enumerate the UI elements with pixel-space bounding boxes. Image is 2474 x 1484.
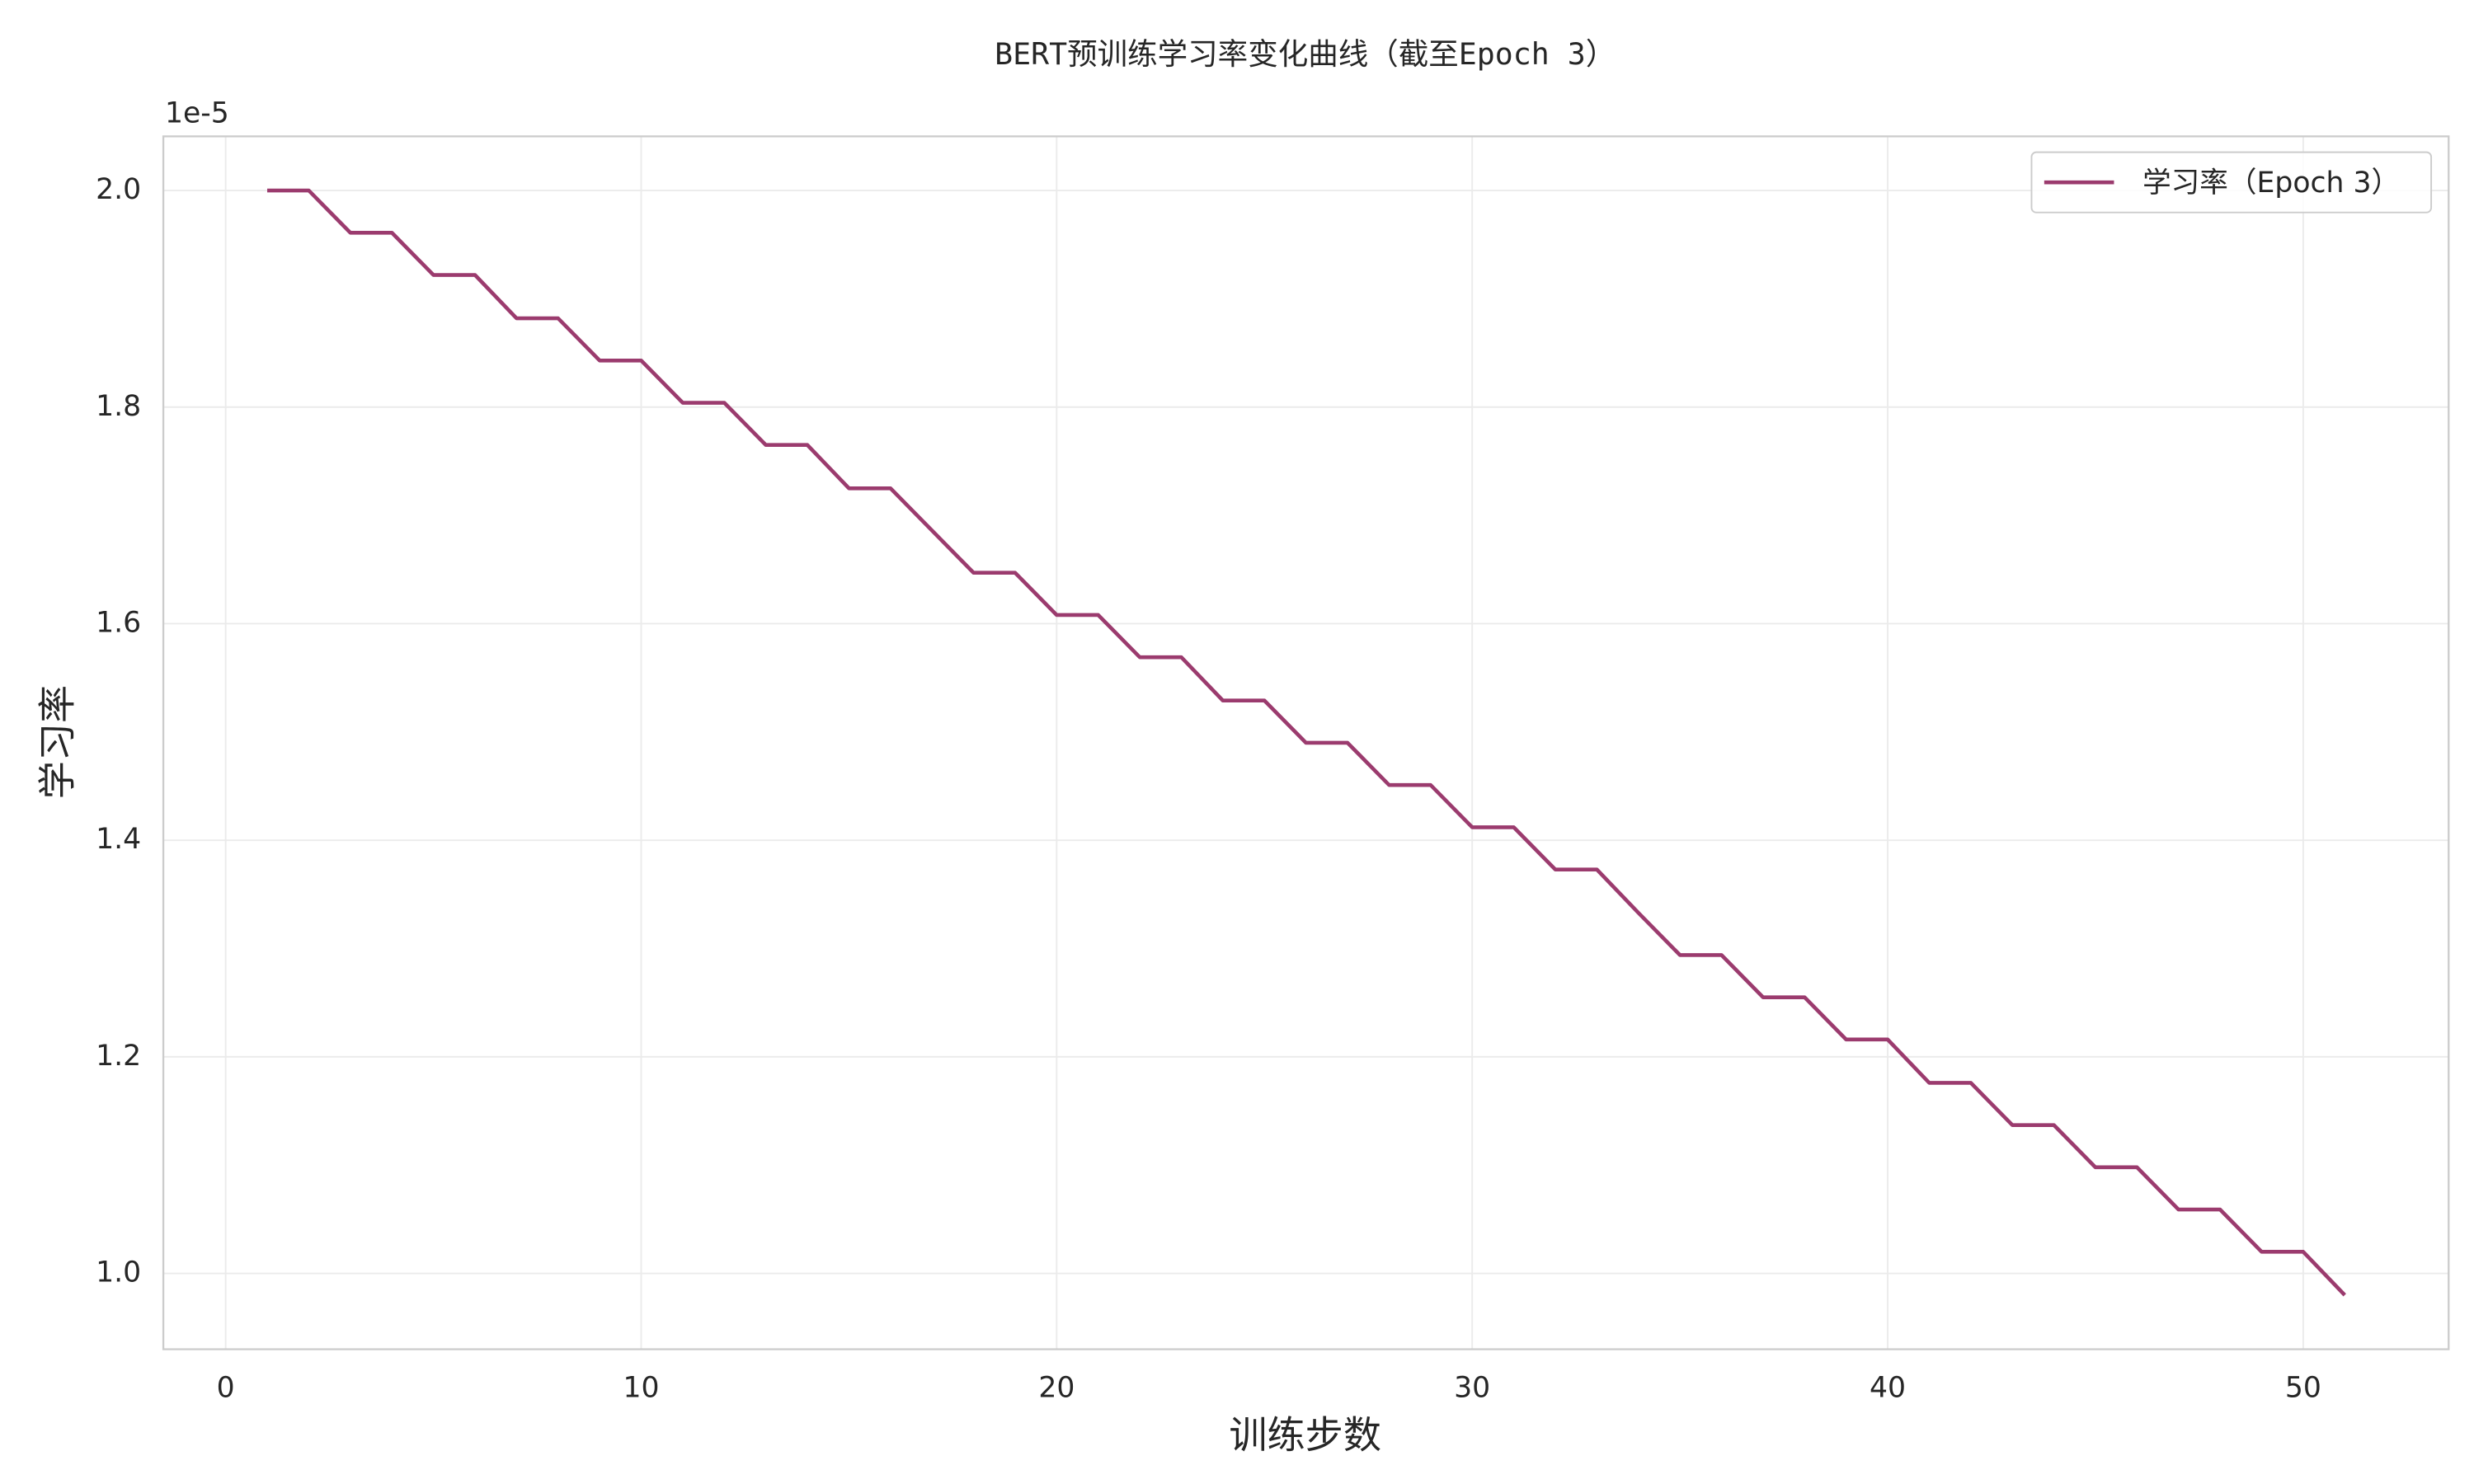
y-tick-label: 1.2 [96, 1040, 141, 1073]
legend-box [2030, 151, 2433, 214]
x-tick-label: 50 [2285, 1372, 2321, 1405]
y-offset-label: 1e-5 [165, 96, 229, 129]
legend-label: 学习率（Epoch 3） [2142, 167, 2400, 200]
line [267, 188, 2346, 1297]
x-tick-label: 40 [1870, 1372, 1906, 1405]
y-axis-label: 学习率 [35, 685, 80, 799]
y-tick-label: 1.8 [96, 390, 141, 423]
x-tick-label: 10 [623, 1372, 659, 1405]
x-tick-label: 0 [217, 1372, 235, 1405]
plot-frame [162, 135, 2450, 1350]
x-tick-label: 20 [1038, 1372, 1075, 1405]
y-tick-label: 1.6 [96, 606, 141, 639]
chart-title: BERT预训练学习率变化曲线（截至Epoch 3） [995, 36, 1616, 72]
x-axis-label: 训练步数 [1229, 1413, 1381, 1458]
y-tick-label: 1.4 [96, 823, 141, 856]
y-tick-label: 2.0 [96, 173, 141, 206]
y-tick-label: 1.0 [96, 1256, 141, 1289]
x-tick-label: 30 [1454, 1372, 1490, 1405]
